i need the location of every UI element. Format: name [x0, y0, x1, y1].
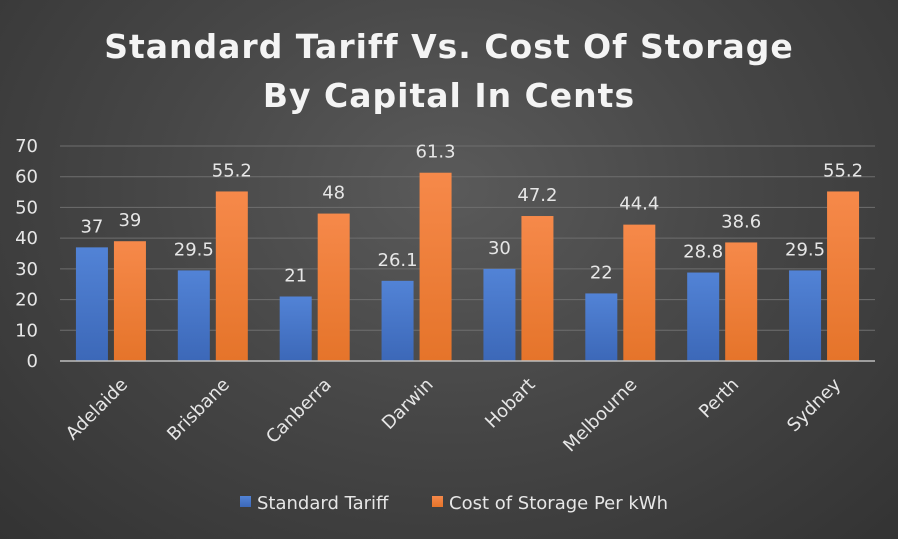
legend-swatch-cost-of-storage	[432, 496, 443, 507]
data-label: 48	[322, 183, 345, 204]
data-label: 26.1	[378, 250, 418, 271]
bar-cost-of-storage	[827, 191, 860, 361]
data-label: 55.2	[212, 160, 252, 181]
bar-standard-tariff	[75, 247, 108, 361]
data-label: 22	[590, 262, 613, 283]
bar-standard-tariff	[177, 270, 210, 361]
y-tick-label: 30	[15, 259, 38, 280]
data-label: 29.5	[785, 239, 825, 260]
data-label: 61.3	[416, 142, 456, 163]
x-tick-label: Hobart	[481, 374, 539, 432]
data-label: 30	[488, 238, 511, 259]
y-tick-label: 0	[27, 351, 38, 372]
chart-title-line-1: Standard Tariff Vs. Cost Of Storage	[104, 27, 794, 66]
x-tick-label: Brisbane	[163, 374, 234, 445]
bar-standard-tariff	[483, 268, 516, 361]
legend-label-standard-tariff: Standard Tariff	[257, 493, 389, 514]
x-tick-label: Canberra	[262, 374, 336, 448]
y-tick-label: 60	[15, 167, 38, 188]
bar-standard-tariff	[279, 296, 312, 361]
bar-cost-of-storage	[623, 224, 656, 361]
x-tick-label: Perth	[695, 374, 743, 422]
y-tick-label: 50	[15, 197, 38, 218]
bar-cost-of-storage	[317, 213, 350, 361]
y-tick-label: 70	[15, 136, 38, 157]
x-tick-label: Melbourne	[559, 374, 641, 456]
y-tick-label: 40	[15, 228, 38, 249]
data-label: 38.6	[721, 211, 761, 232]
data-label: 29.5	[174, 239, 214, 260]
bar-cost-of-storage	[419, 172, 452, 361]
bars	[75, 172, 860, 361]
legend-swatch-standard-tariff	[240, 496, 251, 507]
data-label: 21	[284, 266, 307, 287]
data-label: 37	[80, 216, 103, 237]
bar-standard-tariff	[585, 293, 618, 361]
data-label: 28.8	[683, 242, 723, 263]
bar-cost-of-storage	[521, 216, 554, 361]
data-label: 47.2	[517, 185, 557, 206]
legend-label-cost-of-storage: Cost of Storage Per kWh	[449, 493, 668, 514]
chart-title: Standard Tariff Vs. Cost Of Storage By C…	[104, 27, 794, 115]
bar-standard-tariff	[687, 272, 720, 361]
data-label: 39	[118, 210, 141, 231]
y-tick-label: 10	[15, 320, 38, 341]
legend: Standard Tariff Cost of Storage Per kWh	[240, 493, 668, 514]
x-axis: Adelaide Brisbane Canberra Darwin Hobart Melb…	[60, 360, 875, 456]
data-label: 44.4	[619, 194, 659, 215]
bar-cost-of-storage	[113, 241, 146, 361]
bar-standard-tariff	[381, 280, 414, 361]
chart-title-line-2: By Capital In Cents	[263, 76, 635, 115]
bar-standard-tariff	[789, 270, 822, 361]
x-tick-label: Sydney	[783, 374, 845, 436]
data-label: 55.2	[823, 160, 863, 181]
bar-cost-of-storage	[215, 191, 248, 361]
y-axis: 0 10 20 30 40 50 60 70	[15, 136, 38, 372]
x-tick-label: Darwin	[378, 374, 438, 434]
data-labels: 37 39 29.5 55.2 21 48 26.1 61.3 30 47.2 22 44.4 28.8…	[80, 142, 863, 287]
y-tick-label: 20	[15, 290, 38, 311]
x-tick-label: Adelaide	[62, 374, 132, 444]
bar-cost-of-storage	[725, 242, 758, 361]
